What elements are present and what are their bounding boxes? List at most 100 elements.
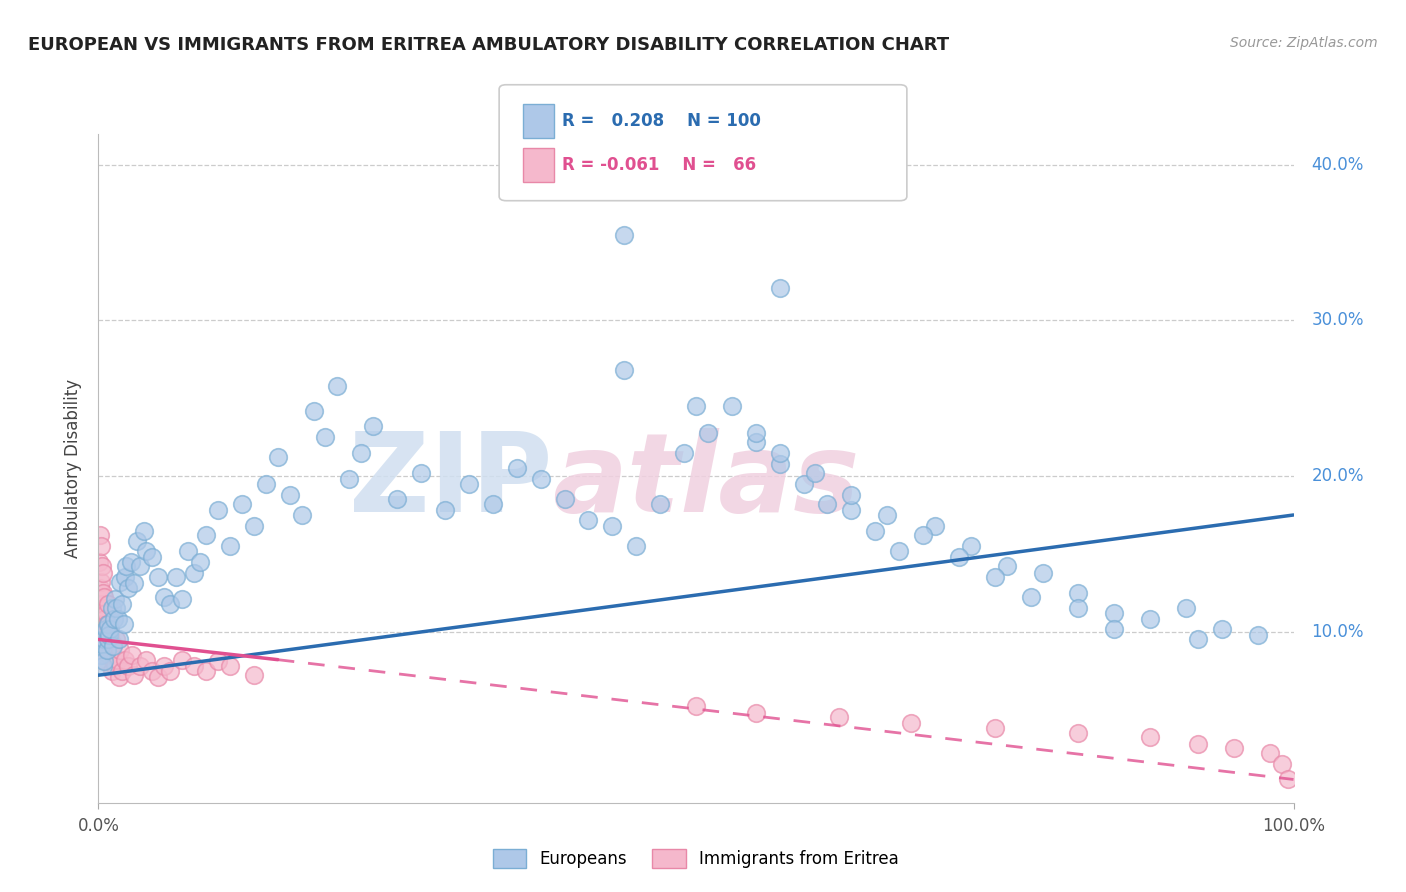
Point bbox=[114, 570, 136, 584]
Point bbox=[983, 721, 1005, 735]
Point bbox=[105, 632, 128, 647]
Point bbox=[624, 539, 647, 553]
Point bbox=[98, 628, 121, 642]
Point bbox=[183, 659, 205, 673]
Point bbox=[1258, 746, 1281, 760]
Point bbox=[924, 519, 946, 533]
Point bbox=[172, 653, 194, 667]
Point bbox=[457, 476, 479, 491]
Point bbox=[411, 466, 433, 480]
Point bbox=[129, 659, 152, 673]
Point bbox=[1271, 756, 1294, 771]
Text: Source: ZipAtlas.com: Source: ZipAtlas.com bbox=[1230, 36, 1378, 50]
Point bbox=[89, 616, 111, 631]
Point bbox=[839, 488, 862, 502]
Point bbox=[105, 601, 128, 615]
Point bbox=[94, 606, 117, 620]
Point bbox=[120, 555, 142, 569]
Text: 20.0%: 20.0% bbox=[1312, 467, 1364, 485]
Point bbox=[89, 528, 111, 542]
Point bbox=[1246, 628, 1268, 642]
Point bbox=[93, 648, 115, 662]
Point bbox=[97, 632, 120, 647]
Point bbox=[117, 581, 139, 595]
Point bbox=[104, 659, 127, 673]
Point bbox=[117, 659, 139, 673]
Point bbox=[96, 643, 118, 657]
Point bbox=[326, 379, 349, 393]
Point bbox=[93, 591, 115, 605]
Text: 10.0%: 10.0% bbox=[1312, 623, 1364, 640]
Point bbox=[107, 632, 129, 647]
Point bbox=[98, 643, 122, 657]
Point bbox=[481, 497, 505, 511]
Point bbox=[1019, 591, 1042, 605]
Point bbox=[889, 543, 911, 558]
Point bbox=[108, 643, 131, 657]
Legend: Europeans, Immigrants from Eritrea: Europeans, Immigrants from Eritrea bbox=[486, 842, 905, 875]
Point bbox=[613, 363, 636, 377]
Point bbox=[385, 492, 409, 507]
Point bbox=[93, 632, 115, 647]
Point bbox=[159, 664, 181, 678]
Point bbox=[745, 425, 768, 440]
Point bbox=[1102, 606, 1125, 620]
Point bbox=[315, 430, 337, 444]
Point bbox=[89, 555, 111, 569]
Point bbox=[720, 399, 742, 413]
Point bbox=[90, 574, 112, 589]
Point bbox=[112, 616, 135, 631]
Point bbox=[90, 648, 112, 662]
Point bbox=[613, 227, 636, 242]
Point bbox=[98, 622, 122, 636]
Point bbox=[995, 559, 1018, 574]
Point bbox=[108, 574, 131, 589]
Point bbox=[94, 622, 117, 636]
Point bbox=[876, 508, 898, 522]
Point bbox=[267, 450, 290, 465]
Point bbox=[768, 446, 790, 460]
Point bbox=[177, 543, 200, 558]
Point bbox=[125, 534, 148, 549]
Point bbox=[911, 528, 934, 542]
Point bbox=[104, 592, 127, 607]
Point bbox=[141, 549, 163, 564]
Point bbox=[959, 539, 981, 553]
Point bbox=[1187, 632, 1209, 647]
Point bbox=[103, 654, 125, 668]
Point bbox=[91, 659, 114, 673]
Point bbox=[111, 597, 134, 611]
Point bbox=[124, 668, 146, 682]
Point bbox=[1175, 601, 1198, 615]
Point bbox=[97, 648, 120, 662]
Point bbox=[91, 628, 114, 642]
Point bbox=[87, 653, 110, 667]
Point bbox=[1139, 731, 1161, 745]
Point bbox=[107, 612, 129, 626]
Text: EUROPEAN VS IMMIGRANTS FROM ERITREA AMBULATORY DISABILITY CORRELATION CHART: EUROPEAN VS IMMIGRANTS FROM ERITREA AMBU… bbox=[28, 36, 949, 54]
Point bbox=[768, 457, 790, 471]
Point bbox=[745, 434, 768, 449]
Point bbox=[93, 612, 115, 626]
Text: ZIP: ZIP bbox=[349, 428, 553, 535]
Point bbox=[93, 601, 115, 615]
Point bbox=[793, 476, 815, 491]
Text: 40.0%: 40.0% bbox=[1312, 156, 1364, 174]
Point bbox=[107, 670, 129, 684]
Point bbox=[1067, 586, 1090, 600]
Point bbox=[433, 503, 456, 517]
Point bbox=[97, 597, 120, 611]
Point bbox=[1067, 601, 1090, 615]
Point bbox=[107, 653, 129, 667]
Point bbox=[153, 659, 176, 673]
Point bbox=[172, 592, 194, 607]
Point bbox=[673, 446, 696, 460]
Point bbox=[983, 570, 1005, 584]
Point bbox=[94, 632, 117, 647]
Point bbox=[97, 616, 120, 631]
Point bbox=[141, 664, 163, 678]
Point bbox=[1222, 741, 1246, 756]
Point bbox=[242, 668, 264, 682]
Point bbox=[207, 654, 229, 668]
Point bbox=[219, 659, 242, 673]
